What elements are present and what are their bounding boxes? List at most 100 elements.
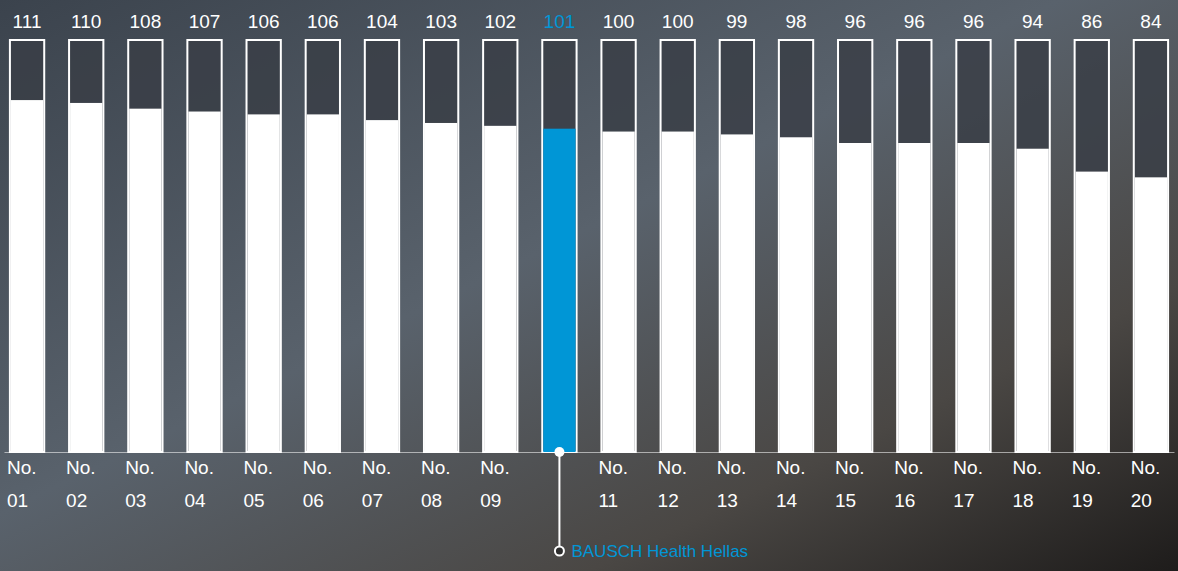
tick-label: No.04 [184, 457, 214, 511]
bar [484, 126, 516, 452]
tick-label: No.05 [244, 457, 274, 511]
tick: No.18 [1012, 452, 1042, 511]
data-labels: 1111101081071061061041031021011001009998… [13, 11, 1162, 32]
leader-end [555, 547, 564, 556]
tick: No.09 [480, 452, 510, 511]
bar [1135, 177, 1167, 452]
data-label: 104 [366, 11, 398, 32]
tick-label: No.09 [480, 457, 510, 511]
tick: No.16 [894, 452, 924, 511]
bar-frame [1075, 40, 1109, 452]
data-label: 103 [425, 11, 457, 32]
bar-frame [128, 40, 162, 452]
bar [1016, 149, 1048, 452]
tick-label: No.02 [66, 457, 96, 511]
axis-line [5, 452, 1175, 453]
bar [721, 134, 753, 452]
data-label: 106 [248, 11, 280, 32]
bar [780, 137, 812, 452]
bars [11, 100, 1167, 452]
tick: No.14 [776, 452, 806, 511]
bar [248, 114, 280, 452]
tick-label: No.19 [1072, 457, 1102, 511]
bar [662, 132, 694, 452]
tick: No.15 [835, 452, 865, 511]
tick-label: No.12 [658, 457, 688, 511]
data-label: 111 [13, 11, 42, 32]
tick-label: No.07 [362, 457, 392, 511]
bar-frame [483, 40, 517, 452]
bar-frame [601, 40, 635, 452]
bar [898, 143, 930, 452]
tick: No.03 [125, 452, 155, 511]
tick: No.11 [598, 452, 628, 511]
bar-frame [897, 40, 931, 452]
bar-frame [956, 40, 990, 452]
data-label: 96 [845, 11, 866, 32]
tick: No.06 [303, 452, 333, 511]
bar-frame [187, 40, 221, 452]
bar [1076, 172, 1108, 452]
bar [188, 112, 220, 452]
bar-frame [779, 40, 813, 452]
tick-label: No.20 [1131, 457, 1161, 511]
background [0, 0, 1178, 571]
bar-frame [1015, 40, 1049, 452]
data-label: 101 [544, 11, 576, 32]
data-label: 84 [1140, 11, 1162, 32]
data-label: 102 [484, 11, 516, 32]
tick-label: No.17 [953, 457, 983, 511]
tick: No.13 [717, 452, 747, 511]
bar-frame [247, 40, 281, 452]
chart: No.01 No.02 No.03 No.04 No.05 No.06 No.07 No.08… [0, 0, 1178, 571]
tick-label: No.01 [7, 457, 37, 511]
tick: No.12 [658, 452, 688, 511]
bar [307, 114, 339, 452]
leader-line [558, 452, 560, 547]
data-label: 100 [603, 11, 635, 32]
tick-label: No.14 [776, 457, 806, 511]
bar [11, 100, 43, 452]
data-label: 96 [963, 11, 984, 32]
bar-frame [10, 40, 44, 452]
data-label: 100 [662, 11, 694, 32]
bar-frame [661, 40, 695, 452]
tick: No.19 [1072, 452, 1102, 511]
tick: No.07 [362, 452, 392, 511]
annotation-text: BAUSCH Health Hellas [571, 542, 748, 561]
data-label: 107 [189, 11, 221, 32]
data-label: 86 [1081, 11, 1102, 32]
bar [129, 109, 161, 452]
bar [839, 143, 871, 452]
tick: No.05 [244, 452, 274, 511]
tick-label: No.08 [421, 457, 451, 511]
tick: No.01 [7, 452, 37, 511]
bar-frame [424, 40, 458, 452]
data-label: 108 [130, 11, 162, 32]
data-label: 99 [726, 11, 747, 32]
bar-frame [1134, 40, 1168, 452]
bar [957, 143, 989, 452]
bar [543, 129, 575, 452]
bar-frame [838, 40, 872, 452]
tick: No.17 [953, 452, 983, 511]
annotation: BAUSCH Health Hellas [554, 447, 748, 561]
bar-frame [306, 40, 340, 452]
bar-frame [365, 40, 399, 452]
data-label: 98 [785, 11, 806, 32]
bar [602, 132, 634, 452]
tick-label: No.06 [303, 457, 333, 511]
data-label: 106 [307, 11, 339, 32]
tick: No.20 [1131, 452, 1161, 511]
tick-label: No.13 [717, 457, 747, 511]
bar [425, 123, 457, 452]
tick-label: No.15 [835, 457, 865, 511]
tick: No.08 [421, 452, 451, 511]
tick-label: No.16 [894, 457, 924, 511]
bar-frame [720, 40, 754, 452]
tick: No.04 [184, 452, 214, 511]
data-label: 94 [1022, 11, 1044, 32]
bar-frame [69, 40, 103, 452]
data-label: 96 [904, 11, 925, 32]
bar-frames [10, 40, 1168, 452]
